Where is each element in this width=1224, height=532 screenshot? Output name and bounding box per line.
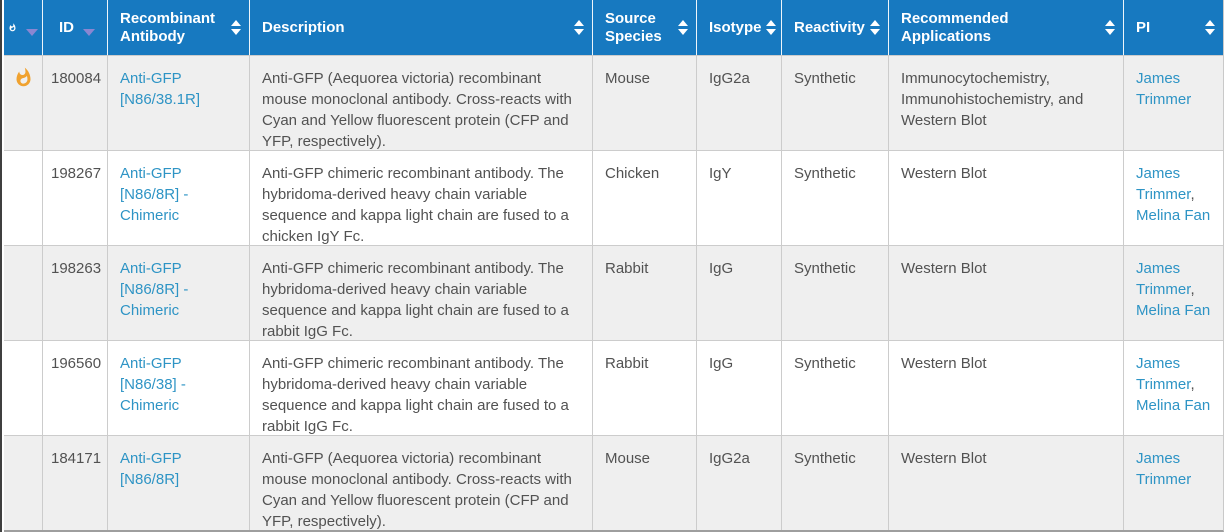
sort-descending-icon	[26, 29, 38, 36]
applications-cell: Western Blot	[888, 436, 1123, 530]
applications-cell: Western Blot	[888, 246, 1123, 340]
sort-both-icon	[1205, 20, 1215, 35]
column-header-id[interactable]: ID	[42, 0, 107, 55]
pi-link[interactable]: James Trimmer	[1136, 260, 1191, 298]
sort-both-icon	[574, 20, 584, 35]
pi-link[interactable]: James Trimmer	[1136, 450, 1192, 488]
sort-both-icon	[765, 20, 776, 35]
description-cell: Anti-GFP (Aequorea victoria) recombinant…	[249, 56, 592, 150]
column-header-isotype[interactable]: Isotype	[696, 0, 781, 55]
hot-cell	[4, 436, 42, 530]
antibody-link[interactable]: Anti-GFP [N86/38.1R]	[120, 70, 201, 108]
isotype-cell: IgY	[696, 151, 781, 245]
sort-both-icon	[870, 20, 880, 35]
pi-cell: James Trimmer, Melina Fan	[1123, 151, 1223, 245]
isotype-cell: IgG2a	[696, 436, 781, 530]
description-cell: Anti-GFP chimeric recombinant antibody. …	[249, 341, 592, 435]
pi-cell: James Trimmer	[1123, 436, 1223, 530]
hot-cell	[4, 151, 42, 245]
column-label: Description	[262, 18, 345, 36]
column-label: Source Species	[605, 9, 662, 45]
pi-link[interactable]: James Trimmer	[1136, 165, 1191, 203]
reactivity-cell: Synthetic	[781, 341, 888, 435]
sort-both-icon	[1105, 20, 1115, 35]
column-label: PI	[1136, 18, 1151, 36]
column-label: Recombinant Antibody	[120, 9, 216, 45]
reactivity-cell: Synthetic	[781, 151, 888, 245]
column-header-pi[interactable]: PI	[1123, 0, 1223, 55]
table-row: 196560 Anti-GFP [N86/38] - Chimeric Anti…	[4, 340, 1223, 435]
column-header-source-species[interactable]: Source Species	[592, 0, 696, 55]
pi-cell: James Trimmer, Melina Fan	[1123, 341, 1223, 435]
antibody-link[interactable]: Anti-GFP [N86/8R] - Chimeric	[120, 165, 189, 224]
description-cell: Anti-GFP (Aequorea victoria) recombinant…	[249, 436, 592, 530]
column-label: Isotype	[709, 18, 762, 36]
applications-cell: Western Blot	[888, 151, 1123, 245]
reactivity-cell: Synthetic	[781, 246, 888, 340]
source-species-cell: Chicken	[592, 151, 696, 245]
pi-link[interactable]: James Trimmer	[1136, 70, 1192, 108]
isotype-cell: IgG	[696, 246, 781, 340]
antibody-link[interactable]: Anti-GFP [N86/8R] - Chimeric	[120, 260, 189, 319]
column-header-antibody[interactable]: Recombinant Antibody	[107, 0, 249, 55]
pi-separator: ,	[1190, 376, 1195, 393]
table-row: 198263 Anti-GFP [N86/8R] - Chimeric Anti…	[4, 245, 1223, 340]
id-cell: 180084	[42, 56, 107, 150]
hot-cell	[4, 246, 42, 340]
hot-cell	[4, 341, 42, 435]
source-species-cell: Mouse	[592, 56, 696, 150]
id-cell: 198263	[42, 246, 107, 340]
applications-cell: Western Blot	[888, 341, 1123, 435]
table-header-row: ID Recombinant Antibody Description Sour…	[4, 0, 1223, 55]
table-row: 184171 Anti-GFP [N86/8R] Anti-GFP (Aequo…	[4, 435, 1223, 530]
id-cell: 198267	[42, 151, 107, 245]
description-cell: Anti-GFP chimeric recombinant antibody. …	[249, 151, 592, 245]
source-species-cell: Rabbit	[592, 246, 696, 340]
hot-cell	[4, 56, 42, 150]
isotype-cell: IgG	[696, 341, 781, 435]
antibody-results-table: ID Recombinant Antibody Description Sour…	[4, 0, 1224, 532]
sort-both-icon	[678, 20, 688, 35]
sort-both-icon	[231, 20, 241, 35]
table-row: 198267 Anti-GFP [N86/8R] - Chimeric Anti…	[4, 150, 1223, 245]
reactivity-cell: Synthetic	[781, 436, 888, 530]
pi-cell: James Trimmer, Melina Fan	[1123, 246, 1223, 340]
pi-link[interactable]: Melina Fan	[1136, 302, 1211, 319]
source-species-cell: Mouse	[592, 436, 696, 530]
pi-cell: James Trimmer	[1123, 56, 1223, 150]
column-label: Reactivity	[794, 18, 865, 36]
id-cell: 184171	[42, 436, 107, 530]
antibody-link[interactable]: Anti-GFP [N86/38] - Chimeric	[120, 355, 186, 414]
pi-link[interactable]: Melina Fan	[1136, 207, 1211, 224]
flame-icon	[9, 23, 16, 32]
pi-link[interactable]: James Trimmer	[1136, 355, 1191, 393]
isotype-cell: IgG2a	[696, 56, 781, 150]
column-header-reactivity[interactable]: Reactivity	[781, 0, 888, 55]
column-label: Recommended Applications	[901, 9, 1009, 45]
column-label: ID	[59, 18, 74, 36]
reactivity-cell: Synthetic	[781, 56, 888, 150]
pi-separator: ,	[1190, 186, 1195, 203]
hot-flame-icon	[16, 67, 30, 86]
id-cell: 196560	[42, 341, 107, 435]
applications-cell: Immunocytochemistry, Immunohistochemistr…	[888, 56, 1123, 150]
antibody-link[interactable]: Anti-GFP [N86/8R]	[120, 450, 182, 488]
description-cell: Anti-GFP chimeric recombinant antibody. …	[249, 246, 592, 340]
pi-link[interactable]: Melina Fan	[1136, 397, 1211, 414]
sort-descending-icon	[83, 29, 95, 36]
pi-separator: ,	[1190, 281, 1195, 298]
column-header-applications[interactable]: Recommended Applications	[888, 0, 1123, 55]
table-row: 180084 Anti-GFP [N86/38.1R] Anti-GFP (Ae…	[4, 55, 1223, 150]
column-header-description[interactable]: Description	[249, 0, 592, 55]
column-header-hot[interactable]	[4, 0, 42, 55]
source-species-cell: Rabbit	[592, 341, 696, 435]
